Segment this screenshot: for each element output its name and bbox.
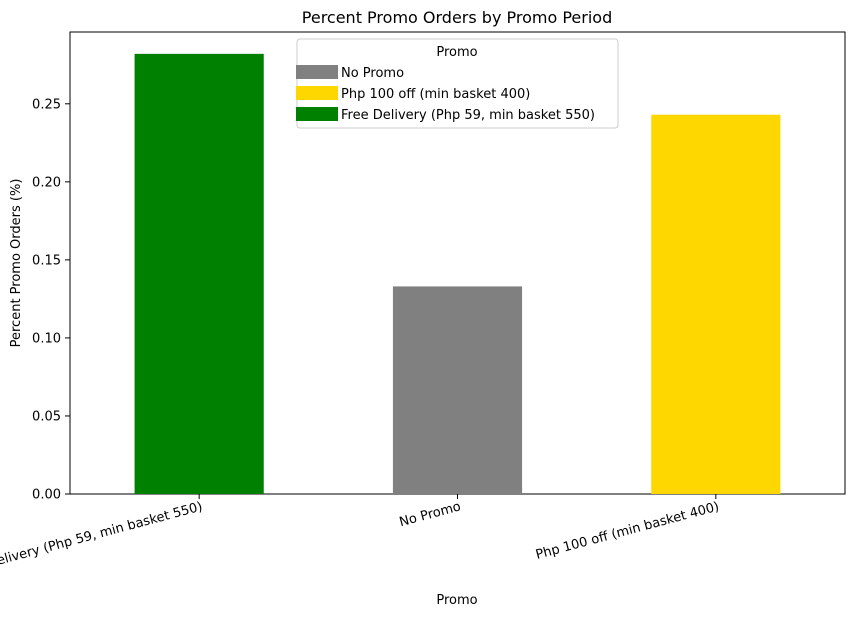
y-tick-label: 0.10 <box>32 331 61 346</box>
legend-swatch <box>296 65 338 79</box>
bars-group <box>134 53 781 495</box>
legend-label: Php 100 off (min basket 400) <box>341 87 530 102</box>
bar <box>651 114 781 495</box>
y-tick-label: 0.20 <box>32 175 61 190</box>
legend-title: Promo <box>436 45 477 60</box>
bar <box>392 286 523 494</box>
legend-swatch <box>296 107 338 121</box>
x-axis-label: Promo <box>436 593 477 608</box>
legend-label: Free Delivery (Php 59, min basket 550) <box>341 108 595 123</box>
y-tick-label: 0.05 <box>32 409 61 424</box>
x-tick-label: Php 100 off (min basket 400) <box>534 499 721 562</box>
chart-title: Percent Promo Orders by Promo Period <box>302 8 612 27</box>
y-axis: 0.00 0.05 0.10 0.15 0.20 0.25 <box>32 97 70 503</box>
x-tick-label: No Promo <box>398 499 463 530</box>
legend-label: No Promo <box>341 66 404 81</box>
legend-frame <box>296 38 619 129</box>
bar <box>134 53 264 495</box>
y-tick-label: 0.25 <box>32 97 61 112</box>
y-tick-label: 0.00 <box>32 488 61 503</box>
legend: Promo No Promo Php 100 off (min basket 40… <box>296 38 619 129</box>
x-tick-label: Free Delivery (Php 59, min basket 550) <box>0 499 204 579</box>
y-tick-label: 0.15 <box>32 253 61 268</box>
y-axis-label: Percent Promo Orders (%) <box>9 179 24 348</box>
x-axis: Free Delivery (Php 59, min basket 550) No… <box>0 494 721 580</box>
legend-swatch <box>296 86 338 100</box>
